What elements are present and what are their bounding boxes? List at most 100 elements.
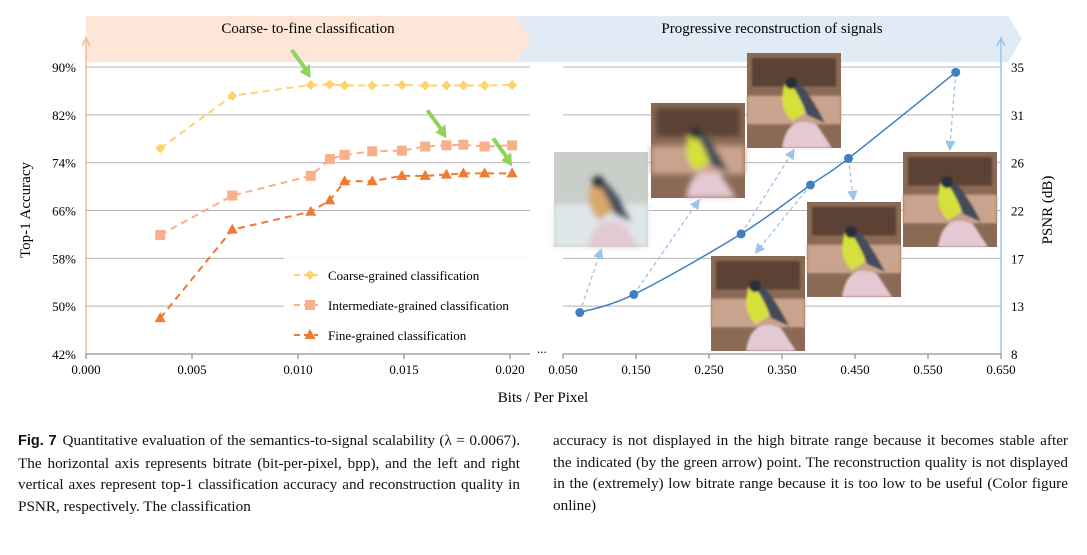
psnr-data-point	[629, 289, 639, 299]
banner-right	[516, 16, 1022, 62]
bird-wing-shape	[691, 128, 729, 173]
data-point-diamond	[339, 80, 350, 91]
psnr-data-point	[805, 180, 815, 190]
reconstructed-image-3	[747, 53, 841, 148]
image-content	[711, 261, 805, 351]
y-tick-label: 35	[1011, 60, 1024, 75]
reconstructed-image-6	[903, 152, 997, 247]
data-point-square	[479, 141, 490, 152]
hand-shape	[746, 324, 796, 351]
data-point-triangle	[305, 205, 317, 216]
legend-label: Fine-grained classification	[328, 328, 467, 343]
x-tick-label: 0.015	[389, 362, 418, 377]
data-point-triangle	[154, 312, 166, 323]
reconstructed-image-2	[651, 103, 745, 198]
x-tick-label: 0.000	[71, 362, 100, 377]
x-tick-label: 0.010	[283, 362, 312, 377]
image-content	[747, 58, 841, 148]
caption-text-left: Quantitative evaluation of the semantics…	[18, 432, 520, 515]
data-point-triangle	[506, 167, 518, 178]
axis-arrow-icon	[996, 36, 1006, 47]
x-tick-label: 0.350	[767, 362, 796, 377]
accuracy-plot: 42% 50% 58% 66% 74% 82% 90% 0.000 0.005 0.010 0.01…	[52, 36, 534, 377]
dashed-arrow-icon	[740, 148, 795, 235]
data-point-square	[324, 154, 335, 165]
x-tick-label: 0.020	[495, 362, 524, 377]
bird-wing-shape	[751, 281, 789, 326]
bird-wing-shape	[943, 177, 981, 222]
data-point-square	[441, 140, 452, 151]
banner-right-title: Progressive reconstruction of signals	[661, 21, 882, 37]
y-tick-label: 13	[1011, 299, 1024, 314]
y-tick-label: 31	[1011, 108, 1024, 123]
hand-shape	[686, 171, 736, 198]
legend-marker-diamond	[305, 270, 315, 280]
data-point-square	[227, 190, 238, 201]
y-tick-label: 42%	[52, 347, 76, 362]
psnr-data-point	[951, 67, 961, 77]
y-tick-label: 22	[1011, 204, 1024, 219]
reconstructed-image-4	[711, 256, 805, 351]
figure-label: Fig. 7	[18, 433, 57, 449]
y-tick-label: 8	[1011, 347, 1018, 362]
y-tick-label: 26	[1011, 156, 1025, 171]
series-line-square	[159, 143, 513, 236]
y-tick-label: 66%	[52, 204, 76, 219]
y-tick-label: 90%	[52, 60, 76, 75]
data-point-diamond	[367, 80, 378, 91]
data-point-diamond	[227, 90, 238, 101]
x-tick-label: 0.005	[177, 362, 206, 377]
data-point-square	[507, 140, 518, 151]
data-point-triangle	[366, 175, 378, 186]
green-arrowhead-icon	[501, 152, 513, 167]
hand-shape	[938, 220, 988, 247]
green-arrowhead-icon	[435, 124, 447, 139]
data-point-square	[155, 230, 166, 241]
x-tick-label: 0.650	[986, 362, 1015, 377]
y-tick-label: 58%	[52, 251, 76, 266]
hand-shape	[589, 220, 639, 247]
bird-head-shape	[592, 176, 604, 188]
image-content	[554, 176, 648, 247]
bird-head-shape	[689, 127, 701, 139]
data-point-triangle	[226, 223, 238, 234]
psnr-plot: 8 13 17 22 26 31 35 0.050 0.150 0.250 0.350 0.450 0.…	[548, 36, 1025, 377]
x-tick-label: 0.450	[840, 362, 869, 377]
data-point-diamond	[441, 80, 452, 91]
dashed-arrow-icon	[945, 72, 957, 152]
left-y-axis-label: Top-1 Accuracy	[18, 162, 34, 258]
y-tick-label: 17	[1011, 251, 1025, 266]
data-point-square	[396, 145, 407, 156]
data-point-diamond	[324, 79, 335, 90]
y-tick-label: 50%	[52, 299, 76, 314]
x-tick-label: 0.250	[694, 362, 723, 377]
image-content	[903, 157, 997, 247]
bird-wing-shape	[847, 227, 885, 272]
x-tick-label: 0.050	[548, 362, 577, 377]
banner-left-title: Coarse- to-fine classification	[221, 21, 395, 37]
x-tick-label: 0.550	[913, 362, 942, 377]
legend-marker-triangle	[304, 329, 316, 339]
bird-head-shape	[749, 280, 761, 292]
legend-label: Intermediate-grained classification	[328, 298, 509, 313]
psnr-data-point	[736, 229, 746, 239]
psnr-data-point	[843, 153, 853, 163]
reconstructed-image-1	[554, 152, 648, 247]
bird-wing-shape	[594, 177, 632, 222]
data-point-diamond	[420, 80, 431, 91]
bird-wing-shape	[787, 78, 825, 123]
dashed-arrow-icon	[579, 248, 604, 313]
axis-arrow-icon	[81, 36, 91, 47]
bird-head-shape	[845, 226, 857, 238]
psnr-data-point	[575, 308, 585, 318]
data-point-diamond	[396, 79, 407, 90]
data-point-square	[367, 146, 378, 157]
data-point-triangle	[479, 167, 491, 178]
x-axis-label: Bits / Per Pixel	[498, 390, 588, 406]
data-point-triangle	[457, 167, 469, 178]
data-point-triangle	[419, 169, 431, 180]
legend-box	[284, 258, 534, 348]
data-point-diamond	[507, 79, 518, 90]
figure-7: Coarse- to-fine classification Progressi…	[18, 16, 1056, 406]
data-point-triangle	[324, 194, 336, 205]
